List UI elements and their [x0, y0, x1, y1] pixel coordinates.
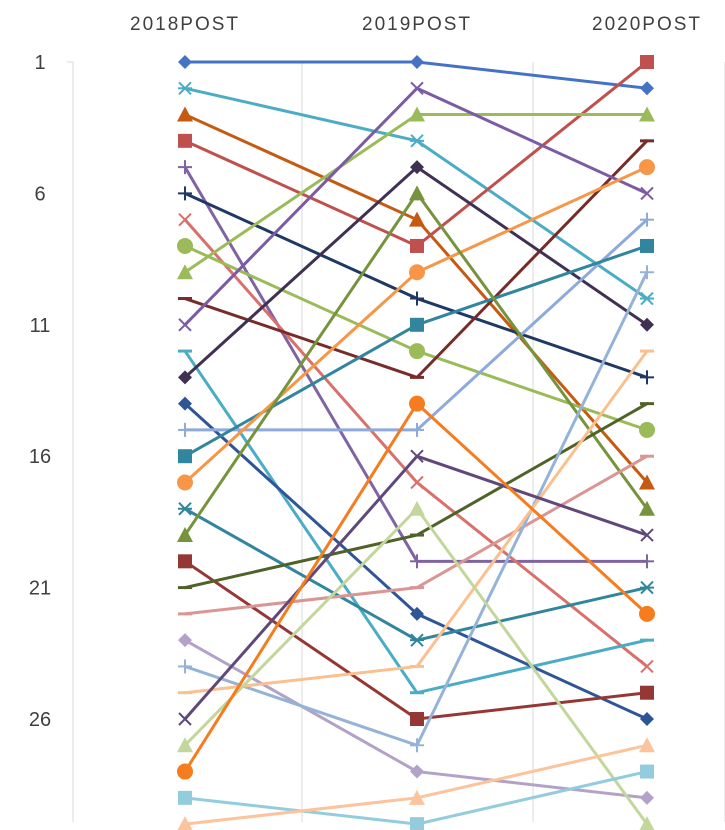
data-point-marker	[640, 554, 654, 569]
y-tick-label: 6	[34, 183, 45, 205]
data-point-marker	[178, 160, 192, 175]
data-point-marker	[640, 317, 654, 332]
data-point-marker	[640, 659, 654, 674]
data-point-marker	[410, 817, 424, 830]
data-point-marker	[410, 422, 424, 437]
data-point-marker	[640, 580, 654, 595]
data-point-marker	[410, 238, 424, 253]
data-point-marker	[639, 474, 655, 490]
data-point-marker	[410, 449, 424, 463]
data-point-marker	[639, 500, 655, 516]
data-point-marker	[640, 238, 654, 253]
data-point-marker	[409, 185, 425, 201]
data-point-marker	[177, 106, 193, 122]
data-point-marker	[410, 712, 424, 726]
data-point-marker	[177, 237, 193, 254]
data-point-marker	[410, 554, 424, 569]
data-point-marker	[178, 212, 192, 227]
data-point-marker	[409, 106, 425, 122]
y-tick-label: 11	[30, 315, 51, 337]
data-point-marker	[409, 395, 425, 412]
data-point-marker	[640, 790, 654, 805]
data-point-marker	[410, 738, 424, 753]
data-point-marker	[640, 764, 654, 779]
data-point-marker	[178, 712, 192, 726]
data-point-marker	[178, 790, 192, 805]
y-tick-label: 26	[29, 709, 51, 731]
data-point-marker	[178, 81, 192, 95]
data-point-marker	[640, 55, 654, 69]
data-point-marker	[178, 554, 192, 569]
data-point-marker	[178, 318, 192, 332]
data-point-marker	[410, 55, 424, 69]
data-point-marker	[639, 737, 655, 753]
data-point-marker	[410, 291, 424, 306]
x-category-label: 2020POST	[592, 14, 702, 35]
x-category-label: 2018POST	[130, 14, 240, 35]
data-point-marker	[177, 763, 193, 780]
gridlines	[301, 62, 725, 822]
data-point-marker	[640, 370, 654, 385]
series-markers	[177, 55, 655, 830]
x-category-label: 2019POST	[362, 14, 472, 35]
series-line	[183, 507, 649, 642]
data-point-marker	[410, 475, 424, 490]
data-point-marker	[640, 291, 654, 306]
axes	[67, 61, 74, 822]
data-point-marker	[177, 527, 193, 543]
data-point-marker	[410, 160, 424, 175]
data-point-marker	[409, 211, 425, 227]
data-point-marker	[639, 159, 655, 176]
y-tick-label: 21	[29, 578, 51, 600]
y-tick-label: 16	[29, 446, 51, 468]
data-point-marker	[177, 737, 193, 753]
data-point-marker	[640, 212, 654, 227]
data-point-marker	[639, 421, 655, 438]
data-point-marker	[410, 81, 424, 95]
data-point-marker	[640, 186, 654, 201]
y-tick-label: 1	[34, 52, 45, 74]
series-line	[183, 139, 649, 379]
data-point-marker	[178, 659, 192, 674]
data-point-marker	[178, 186, 192, 201]
data-point-marker	[178, 370, 192, 385]
data-point-marker	[410, 134, 424, 148]
data-point-marker	[409, 500, 425, 516]
series-lines	[183, 60, 649, 826]
data-point-marker	[177, 264, 193, 280]
data-point-marker	[178, 55, 192, 69]
data-point-marker	[640, 685, 654, 700]
data-point-marker	[410, 633, 424, 647]
data-point-marker	[410, 764, 424, 779]
data-point-marker	[178, 133, 192, 148]
data-point-marker	[177, 816, 193, 830]
data-point-marker	[178, 396, 192, 411]
series-line	[183, 743, 649, 826]
data-point-marker	[410, 606, 424, 621]
data-point-marker	[640, 265, 654, 280]
data-point-marker	[178, 449, 192, 464]
data-point-marker	[640, 712, 654, 726]
data-point-marker	[639, 106, 655, 122]
data-point-marker	[409, 789, 425, 805]
data-point-marker	[639, 605, 655, 622]
data-point-marker	[409, 343, 425, 360]
data-point-marker	[409, 264, 425, 281]
data-point-marker	[178, 633, 192, 648]
data-point-marker	[640, 528, 654, 542]
data-point-marker	[177, 474, 193, 491]
data-point-marker	[178, 502, 192, 516]
series-line	[183, 86, 649, 327]
data-point-marker	[640, 81, 654, 96]
data-point-marker	[639, 816, 655, 830]
data-point-marker	[178, 422, 192, 437]
data-point-marker	[410, 317, 424, 332]
